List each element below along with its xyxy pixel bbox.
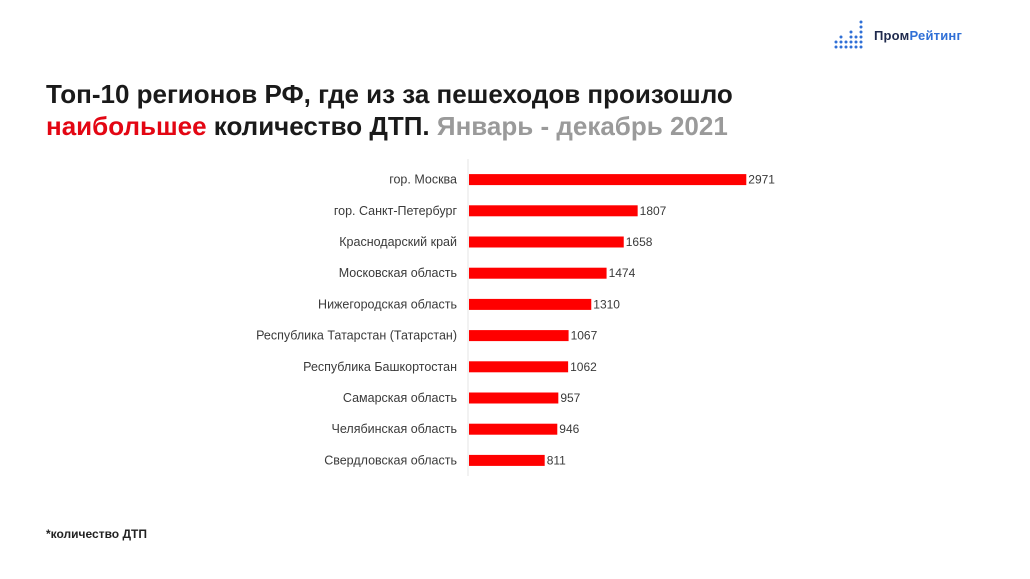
- title-line-2: наибольшее количество ДТП. Январь - дека…: [46, 110, 1006, 142]
- bar: [469, 205, 638, 217]
- value-label: 1807: [640, 204, 667, 218]
- title-rest: количество ДТП.: [206, 111, 430, 141]
- category-label: Республика Башкортостан: [303, 360, 457, 374]
- value-label: 1310: [593, 297, 620, 311]
- category-label: гор. Санкт-Петербург: [334, 204, 458, 218]
- category-label: Самарская область: [343, 391, 457, 405]
- bar: [469, 361, 569, 373]
- bar: [469, 330, 569, 342]
- value-label: 1658: [626, 235, 653, 249]
- title-highlight: наибольшее: [46, 111, 207, 141]
- bar: [469, 454, 545, 466]
- category-label: Свердловская область: [324, 453, 457, 467]
- brand-logo: ПромРейтинг: [834, 20, 962, 50]
- category-label: Республика Татарстан (Татарстан): [256, 329, 457, 343]
- value-label: 1062: [570, 360, 597, 374]
- category-label: Московская область: [339, 266, 457, 280]
- title-line-1: Топ-10 регионов РФ, где из за пешеходов …: [46, 79, 733, 109]
- brand-name: ПромРейтинг: [874, 27, 963, 43]
- dot-matrix-bars-icon: [834, 20, 863, 49]
- value-label: 811: [547, 453, 566, 467]
- chart-title: Топ-10 регионов РФ, где из за пешеходов …: [46, 78, 1006, 142]
- value-label: 2971: [748, 173, 775, 187]
- bar: [469, 423, 558, 435]
- bar: [469, 236, 624, 248]
- category-label: Краснодарский край: [339, 235, 457, 249]
- bar: [469, 298, 592, 310]
- bar: [469, 267, 607, 279]
- value-label: 1474: [609, 266, 636, 280]
- category-label: Челябинская область: [332, 422, 457, 436]
- category-label: гор. Москва: [389, 173, 457, 187]
- footnote: *количество ДТП: [46, 527, 147, 541]
- value-label: 957: [560, 391, 580, 405]
- title-period: Январь - декабрь 2021: [436, 111, 728, 141]
- value-label: 1067: [571, 329, 598, 343]
- category-label: Нижегородская область: [318, 297, 457, 311]
- bar: [469, 174, 747, 186]
- value-label: 946: [559, 422, 579, 436]
- bar: [469, 392, 559, 404]
